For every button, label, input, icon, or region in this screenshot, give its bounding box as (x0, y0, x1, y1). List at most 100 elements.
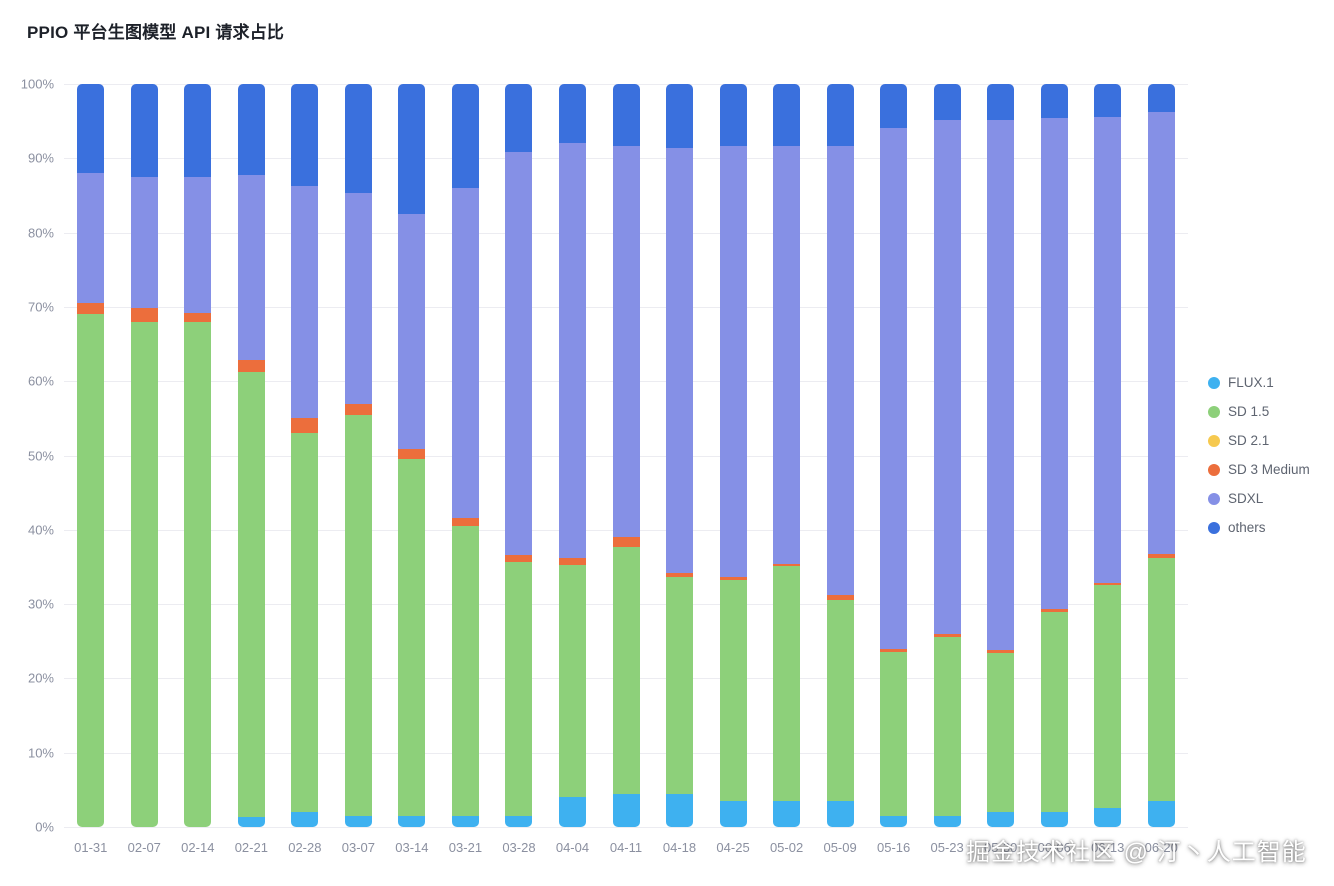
bar-05-30[interactable] (987, 84, 1015, 827)
bar-04-04[interactable] (558, 84, 586, 827)
bar-03-28[interactable] (505, 84, 533, 827)
segment-sdxl[interactable] (826, 145, 854, 596)
segment-sd-3-medium[interactable] (987, 650, 1015, 654)
bar-04-11[interactable] (612, 84, 640, 827)
segment-sdxl[interactable] (130, 176, 158, 309)
segment-sdxl[interactable] (880, 127, 908, 650)
segment-others[interactable] (1094, 84, 1122, 117)
bar-02-28[interactable] (291, 84, 319, 827)
segment-sdxl[interactable] (1040, 118, 1068, 609)
segment-sd-1-5[interactable] (933, 636, 961, 816)
segment-sd-1-5[interactable] (398, 459, 426, 816)
segment-others[interactable] (398, 84, 426, 215)
segment-flux-1[interactable] (612, 793, 640, 827)
legend-item-flux-1[interactable]: FLUX.1 (1208, 368, 1310, 397)
segment-sd-3-medium[interactable] (880, 649, 908, 652)
segment-sd-1-5[interactable] (237, 371, 265, 818)
segment-sd-3-medium[interactable] (826, 595, 854, 600)
segment-sd-3-medium[interactable] (1147, 554, 1175, 559)
segment-sd-1-5[interactable] (505, 561, 533, 816)
segment-sd-3-medium[interactable] (1040, 608, 1068, 612)
segment-sdxl[interactable] (505, 152, 533, 556)
segment-others[interactable] (344, 84, 372, 194)
segment-others[interactable] (880, 84, 908, 128)
segment-flux-1[interactable] (773, 801, 801, 827)
bar-03-07[interactable] (344, 84, 372, 827)
bar-05-02[interactable] (773, 84, 801, 827)
segment-others[interactable] (451, 84, 479, 189)
segment-others[interactable] (77, 84, 105, 174)
segment-sd-1-5[interactable] (1094, 584, 1122, 809)
segment-sdxl[interactable] (719, 145, 747, 578)
segment-sd-3-medium[interactable] (612, 537, 640, 547)
segment-others[interactable] (184, 84, 212, 177)
bar-05-16[interactable] (880, 84, 908, 827)
bar-02-21[interactable] (237, 84, 265, 827)
segment-sd-3-medium[interactable] (184, 312, 212, 322)
segment-flux-1[interactable] (1040, 812, 1068, 827)
segment-sd-1-5[interactable] (344, 414, 372, 816)
segment-others[interactable] (237, 84, 265, 175)
segment-others[interactable] (1040, 84, 1068, 119)
segment-flux-1[interactable] (880, 815, 908, 827)
bar-04-18[interactable] (666, 84, 694, 827)
segment-sdxl[interactable] (666, 147, 694, 573)
segment-sd-3-medium[interactable] (344, 404, 372, 415)
segment-sdxl[interactable] (558, 142, 586, 559)
legend-item-others[interactable]: others (1208, 513, 1310, 542)
segment-sd-1-5[interactable] (77, 314, 105, 827)
bar-03-14[interactable] (398, 84, 426, 827)
segment-sdxl[interactable] (398, 214, 426, 449)
segment-sdxl[interactable] (184, 176, 212, 313)
bar-06-20[interactable] (1147, 84, 1175, 827)
legend-item-sdxl[interactable]: SDXL (1208, 484, 1310, 513)
segment-sd-3-medium[interactable] (291, 418, 319, 434)
segment-sd-1-5[interactable] (666, 577, 694, 794)
segment-sd-1-5[interactable] (826, 599, 854, 801)
segment-flux-1[interactable] (933, 815, 961, 827)
segment-sd-3-medium[interactable] (77, 303, 105, 315)
segment-sd-1-5[interactable] (1147, 558, 1175, 801)
segment-flux-1[interactable] (719, 801, 747, 827)
segment-flux-1[interactable] (1094, 808, 1122, 827)
segment-sdxl[interactable] (77, 173, 105, 304)
bar-03-21[interactable] (451, 84, 479, 827)
bar-05-23[interactable] (933, 84, 961, 827)
segment-sd-3-medium[interactable] (558, 558, 586, 565)
segment-sd-1-5[interactable] (184, 321, 212, 827)
segment-others[interactable] (826, 84, 854, 146)
segment-others[interactable] (130, 84, 158, 177)
segment-flux-1[interactable] (558, 797, 586, 827)
segment-others[interactable] (719, 84, 747, 146)
segment-flux-1[interactable] (451, 815, 479, 827)
segment-sd-3-medium[interactable] (719, 577, 747, 581)
segment-others[interactable] (558, 84, 586, 143)
legend-item-sd-2-1[interactable]: SD 2.1 (1208, 426, 1310, 455)
segment-sd-1-5[interactable] (987, 653, 1015, 813)
segment-sd-3-medium[interactable] (666, 572, 694, 578)
segment-others[interactable] (291, 84, 319, 186)
segment-sd-1-5[interactable] (719, 580, 747, 801)
segment-sdxl[interactable] (773, 145, 801, 564)
segment-sdxl[interactable] (933, 119, 961, 634)
segment-sd-3-medium[interactable] (451, 517, 479, 527)
segment-sd-1-5[interactable] (451, 526, 479, 816)
segment-others[interactable] (1147, 84, 1175, 113)
segment-sd-3-medium[interactable] (237, 360, 265, 372)
segment-flux-1[interactable] (291, 812, 319, 827)
segment-others[interactable] (612, 84, 640, 146)
segment-sdxl[interactable] (1094, 116, 1122, 583)
segment-sd-3-medium[interactable] (773, 564, 801, 567)
segment-sdxl[interactable] (291, 185, 319, 419)
segment-sd-1-5[interactable] (612, 546, 640, 794)
segment-sd-1-5[interactable] (880, 651, 908, 816)
segment-flux-1[interactable] (987, 812, 1015, 827)
segment-others[interactable] (666, 84, 694, 148)
segment-sdxl[interactable] (237, 174, 265, 361)
segment-flux-1[interactable] (237, 817, 265, 827)
segment-sdxl[interactable] (1147, 112, 1175, 555)
segment-flux-1[interactable] (1147, 801, 1175, 827)
segment-flux-1[interactable] (505, 815, 533, 827)
bar-04-25[interactable] (719, 84, 747, 827)
segment-sdxl[interactable] (344, 193, 372, 405)
